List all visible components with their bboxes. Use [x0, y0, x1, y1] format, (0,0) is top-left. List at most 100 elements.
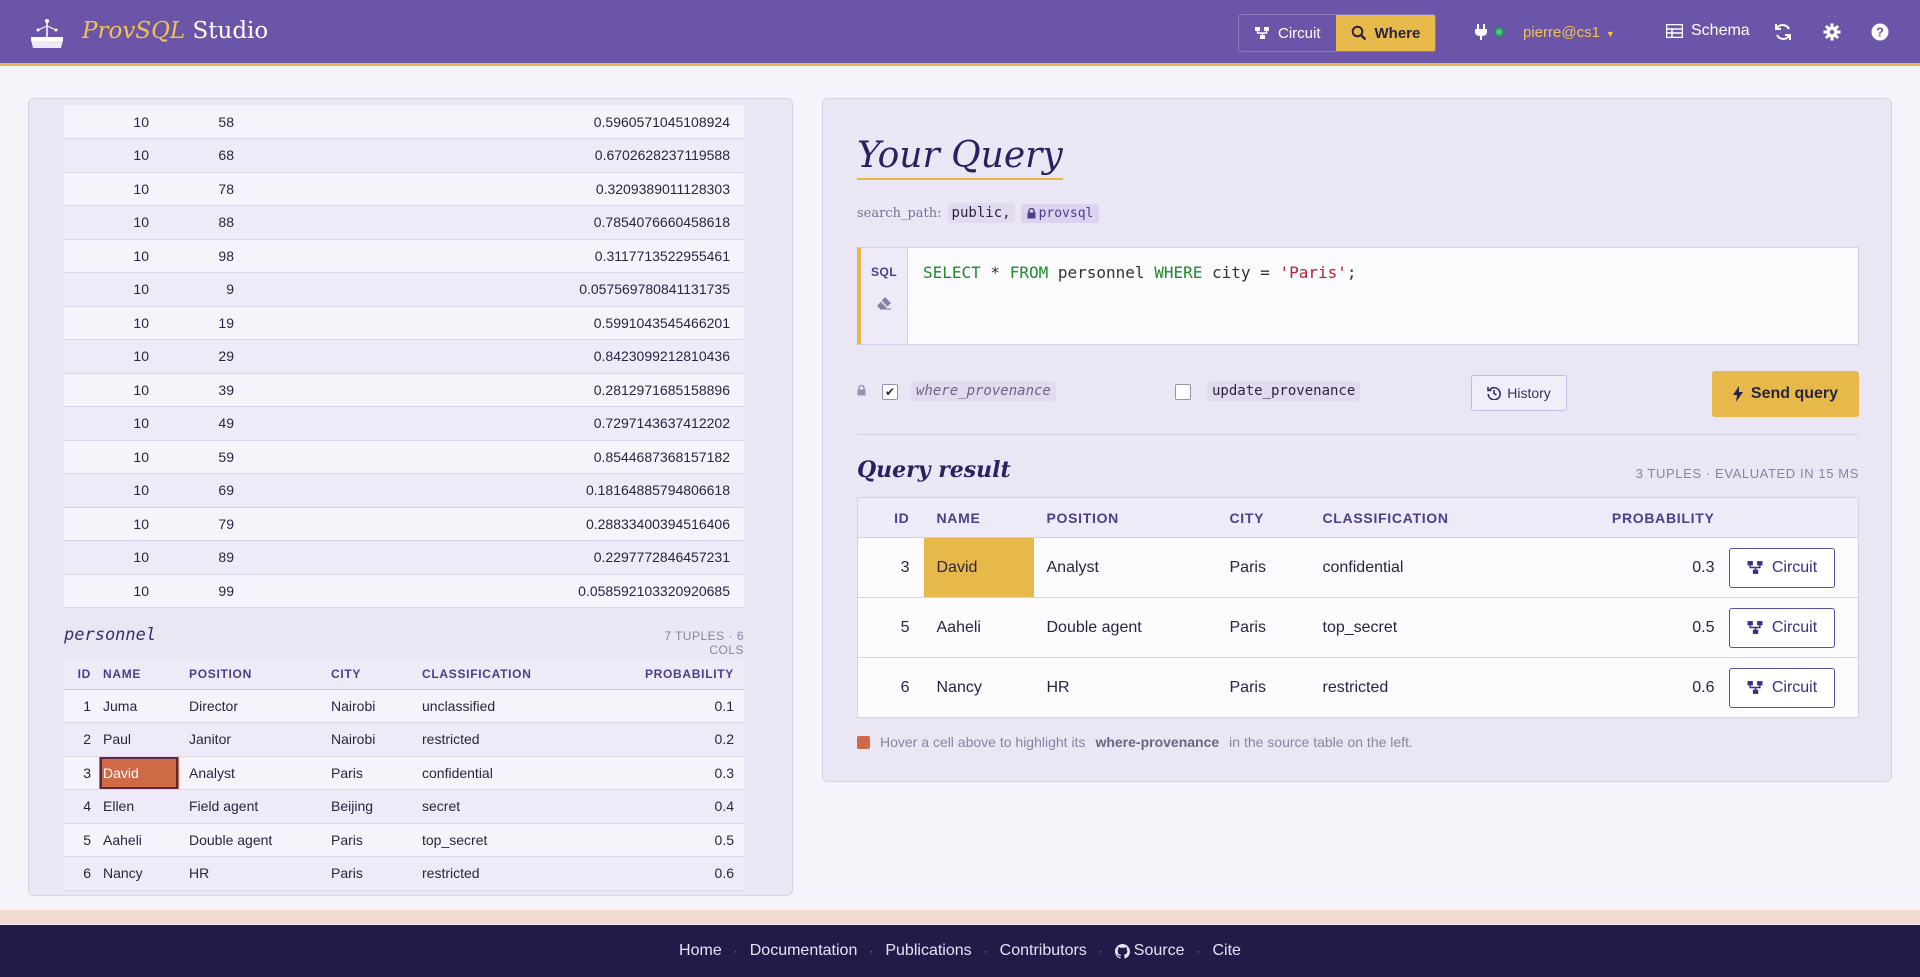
- personnel-cell-cl[interactable]: secret: [412, 789, 612, 824]
- mode-where-button[interactable]: Where: [1335, 15, 1436, 51]
- table-cell[interactable]: 0.7854076660458618: [234, 205, 744, 240]
- table-cell[interactable]: 69: [149, 473, 234, 508]
- table-cell[interactable]: 0.8423099212810436: [234, 339, 744, 374]
- table-cell[interactable]: 10: [64, 373, 149, 407]
- logo-icon[interactable]: [28, 18, 66, 52]
- table-cell[interactable]: 0.3209389011128303: [234, 172, 744, 206]
- where-provenance-checkbox[interactable]: ✔: [882, 384, 898, 400]
- table-cell[interactable]: 0.18164885794806618: [234, 473, 744, 508]
- table-cell[interactable]: 0.7297143637412202: [234, 406, 744, 441]
- personnel-cell-ps[interactable]: Director: [179, 689, 321, 723]
- result-cell-nm[interactable]: David: [923, 537, 1034, 598]
- gear-icon[interactable]: [1823, 23, 1841, 41]
- table-cell[interactable]: 10: [64, 406, 149, 441]
- table-cell[interactable]: 88: [149, 205, 234, 240]
- table-cell[interactable]: 0.5960571045108924: [234, 105, 744, 139]
- schema-button[interactable]: Schema: [1666, 22, 1750, 40]
- history-button[interactable]: History: [1471, 375, 1567, 411]
- table-cell[interactable]: 99: [149, 574, 234, 608]
- personnel-cell-cl[interactable]: confidential: [412, 756, 612, 790]
- personnel-cell-ps[interactable]: Analyst: [179, 756, 321, 790]
- personnel-cell-id[interactable]: 6: [64, 856, 99, 891]
- footer-link-home[interactable]: Home: [679, 942, 722, 959]
- result-cell-nm[interactable]: Nancy: [923, 657, 1034, 718]
- personnel-cell-id[interactable]: 5: [64, 823, 99, 857]
- mode-circuit-button[interactable]: Circuit: [1239, 15, 1336, 51]
- table-cell[interactable]: 0.057569780841131735: [234, 272, 744, 307]
- personnel-cell-pr[interactable]: 0.1: [612, 689, 744, 723]
- personnel-cell-cl[interactable]: top_secret: [412, 823, 612, 857]
- result-cell-pr[interactable]: 0.6: [1550, 657, 1729, 718]
- eraser-icon[interactable]: [876, 296, 892, 310]
- table-cell[interactable]: 59: [149, 440, 234, 474]
- personnel-cell-nm[interactable]: Aaheli: [99, 823, 179, 857]
- personnel-cell-id[interactable]: 1: [64, 689, 99, 723]
- result-cell-nm[interactable]: Aaheli: [923, 597, 1034, 658]
- footer-link-publications[interactable]: Publications: [885, 942, 972, 959]
- table-cell[interactable]: 79: [149, 507, 234, 541]
- table-cell[interactable]: 10: [64, 440, 149, 474]
- send-query-button[interactable]: Send query: [1712, 371, 1859, 417]
- personnel-cell-ct[interactable]: Nairobi: [321, 689, 412, 723]
- table-cell[interactable]: 98: [149, 239, 234, 273]
- result-cell-ct[interactable]: Paris: [1217, 537, 1311, 598]
- table-cell[interactable]: 29: [149, 339, 234, 374]
- personnel-cell-ct[interactable]: Nairobi: [321, 722, 412, 757]
- personnel-cell-pr[interactable]: 0.4: [612, 789, 744, 824]
- table-cell[interactable]: 0.6702628237119588: [234, 138, 744, 173]
- circuit-button[interactable]: Circuit: [1728, 607, 1835, 648]
- table-cell[interactable]: 78: [149, 172, 234, 206]
- personnel-cell-nm[interactable]: Nancy: [99, 856, 179, 891]
- footer-link-source[interactable]: Source: [1114, 942, 1185, 960]
- personnel-cell-nm[interactable]: Juma: [99, 689, 179, 723]
- table-cell[interactable]: 10: [64, 306, 149, 340]
- app-brand[interactable]: ProvSQL Studio: [82, 18, 268, 44]
- personnel-cell-cl[interactable]: restricted: [412, 722, 612, 757]
- personnel-cell-ps[interactable]: HR: [179, 856, 321, 891]
- result-cell-ps[interactable]: Analyst: [1033, 537, 1218, 598]
- result-cell-pr[interactable]: 0.5: [1550, 597, 1729, 658]
- table-cell[interactable]: 10: [64, 507, 149, 541]
- refresh-icon[interactable]: [1774, 23, 1792, 41]
- table-cell[interactable]: 9: [149, 272, 234, 307]
- result-cell-ct[interactable]: Paris: [1217, 597, 1311, 658]
- table-cell[interactable]: 10: [64, 239, 149, 273]
- personnel-cell-ps[interactable]: Field agent: [179, 789, 321, 824]
- result-cell-id[interactable]: 3: [857, 537, 924, 598]
- personnel-cell-nm[interactable]: David: [99, 756, 179, 790]
- table-cell[interactable]: 0.3117713522955461: [234, 239, 744, 273]
- personnel-cell-id[interactable]: 4: [64, 789, 99, 824]
- table-cell[interactable]: 58: [149, 105, 234, 139]
- personnel-cell-ct[interactable]: Paris: [321, 856, 412, 891]
- sql-editor[interactable]: SQL SELECT * FROM personnel WHERE city =…: [857, 247, 1859, 345]
- personnel-cell-pr[interactable]: 0.3: [612, 756, 744, 790]
- help-icon[interactable]: ?: [1871, 23, 1889, 41]
- personnel-cell-id[interactable]: 3: [64, 756, 99, 790]
- personnel-cell-pr[interactable]: 0.6: [612, 856, 744, 891]
- sql-query-text[interactable]: SELECT * FROM personnel WHERE city = 'Pa…: [923, 263, 1357, 282]
- table-cell[interactable]: 19: [149, 306, 234, 340]
- personnel-cell-nm[interactable]: Ellen: [99, 789, 179, 824]
- table-cell[interactable]: 10: [64, 473, 149, 508]
- personnel-cell-ct[interactable]: Paris: [321, 756, 412, 790]
- table-cell[interactable]: 0.2297772846457231: [234, 540, 744, 575]
- user-menu[interactable]: pierre@cs1 ▼: [1523, 24, 1615, 41]
- table-cell[interactable]: 10: [64, 574, 149, 608]
- result-cell-ps[interactable]: HR: [1033, 657, 1218, 718]
- table-cell[interactable]: 10: [64, 339, 149, 374]
- table-cell[interactable]: 10: [64, 272, 149, 307]
- table-cell[interactable]: 10: [64, 138, 149, 173]
- circuit-button[interactable]: Circuit: [1728, 667, 1835, 708]
- personnel-cell-nm[interactable]: Paul: [99, 722, 179, 757]
- table-cell[interactable]: 0.8544687368157182: [234, 440, 744, 474]
- personnel-cell-id[interactable]: 2: [64, 722, 99, 757]
- result-cell-id[interactable]: 5: [857, 597, 924, 658]
- result-cell-cl[interactable]: confidential: [1310, 537, 1551, 598]
- result-cell-ct[interactable]: Paris: [1217, 657, 1311, 718]
- table-cell[interactable]: 0.2812971685158896: [234, 373, 744, 407]
- personnel-cell-ps[interactable]: Janitor: [179, 722, 321, 757]
- table-cell[interactable]: 10: [64, 205, 149, 240]
- table-cell[interactable]: 39: [149, 373, 234, 407]
- table-cell[interactable]: 0.28833400394516406: [234, 507, 744, 541]
- result-cell-ps[interactable]: Double agent: [1033, 597, 1218, 658]
